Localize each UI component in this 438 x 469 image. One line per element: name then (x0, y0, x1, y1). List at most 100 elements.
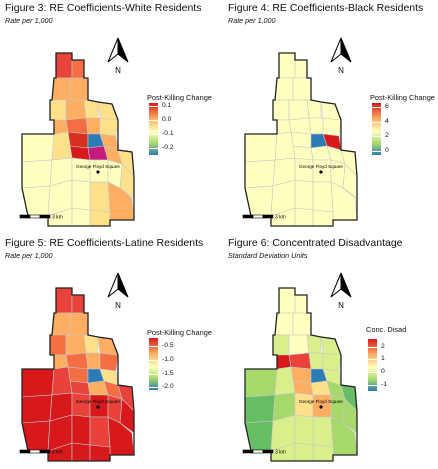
legend-tick-mark (149, 119, 158, 121)
legend-tick-label: -0.1 (162, 129, 174, 137)
map-region-c4 (322, 352, 342, 372)
choropleth-map: George Floyd Square 3 km (242, 287, 358, 462)
north-arrow-label: N (338, 66, 344, 75)
legend-tick-mark (149, 346, 158, 348)
map-region-c2 (288, 352, 312, 370)
map-region-fw2 (21, 394, 53, 424)
map-region-c4 (99, 117, 119, 137)
map-region-w2 (65, 334, 87, 356)
map-region-s6 (89, 416, 111, 448)
legend-title: Post-Killing Change (370, 93, 435, 102)
figure-6-panel: Figure 6: Concentrated Disadvantage Stand… (223, 235, 438, 469)
george-floyd-square-marker (96, 170, 100, 174)
city-boundary (244, 287, 358, 462)
map-region-s10 (312, 209, 334, 227)
map-region-s1 (71, 392, 91, 418)
legend-tick-label: 2 (381, 342, 385, 350)
city-boundary (21, 287, 135, 462)
map-region-n3 (274, 312, 294, 336)
figure-subtitle: Standard Deviation Units (228, 251, 308, 260)
map-region-w1 (49, 99, 67, 121)
map-region-c1 (276, 119, 292, 135)
map-region-s5 (294, 179, 314, 211)
map-region-w3 (306, 99, 322, 119)
legend-tick-mark (149, 105, 158, 107)
legend-tick-mark (368, 384, 377, 386)
legend-tick-mark (149, 387, 158, 389)
george-floyd-square-label: George Floyd Square (76, 164, 120, 169)
legend-tick-label: 6 (385, 102, 389, 110)
map-region-d1 (67, 131, 89, 149)
map-region-s5 (71, 414, 91, 446)
map-region-fw1 (244, 133, 278, 163)
figure-3-panel: Figure 3: RE Coefficients-White Resident… (0, 0, 219, 234)
map-region-s5 (71, 179, 91, 211)
legend-tick-mark (149, 133, 158, 135)
george-floyd-square-marker (319, 170, 323, 174)
legend-tick-label: -0.2 (162, 143, 174, 151)
map-region-c1 (53, 354, 69, 370)
map-region-fw3 (21, 185, 51, 217)
map-region-c2 (288, 117, 312, 135)
map-region-n3 (274, 77, 294, 101)
legend-tick-label: 1 (381, 355, 385, 363)
map-region-fw1 (244, 368, 278, 398)
map-region-d1 (67, 366, 89, 384)
map-region-fw1 (21, 133, 55, 163)
legend-tick-label: 4 (385, 117, 389, 125)
legend-tick-mark (149, 147, 158, 149)
map-region-w3 (306, 334, 322, 354)
scale-bar-label: 3 km (52, 450, 63, 456)
scale-bar: 3 km (242, 215, 286, 221)
figure-subtitle: Rate per 1,000 (5, 16, 53, 25)
legend-colorbar (368, 339, 377, 391)
legend-tick-label: -1 (381, 380, 388, 388)
legend-tick-label: 0 (385, 147, 389, 155)
map-region-n4 (292, 312, 312, 336)
choropleth-map: George Floyd Square 3 km (19, 287, 135, 462)
map-region-fw3 (244, 420, 274, 452)
map-region-s6 (312, 416, 334, 448)
map-region-s1 (294, 157, 314, 183)
map-region-n4 (69, 312, 89, 336)
map-region-n2 (71, 59, 85, 79)
map-region-d1 (290, 366, 312, 384)
map-region-n3 (51, 77, 71, 101)
figure-5-panel: Figure 5: RE Coefficients-Latine Residen… (0, 235, 219, 469)
scale-bar: 3 km (19, 450, 63, 456)
legend-title: Post-Killing Change (147, 93, 212, 102)
map-region-w2 (65, 99, 87, 121)
legend-tick-label: -0.5 (162, 342, 174, 350)
map-region-n1 (278, 52, 296, 79)
legend-tick-label: 2 (385, 132, 389, 140)
city-boundary (21, 52, 135, 227)
legend-tick-label: -1.5 (162, 369, 174, 377)
legend-tick-mark (372, 106, 381, 108)
map-region-fw3 (244, 185, 274, 217)
map-region-s6 (312, 181, 334, 213)
scale-bar-label: 3 km (275, 215, 286, 221)
map-region-c4 (322, 117, 342, 137)
map-region-fw2 (244, 394, 276, 424)
map-region-n4 (69, 77, 89, 101)
legend-tick-label: 0.0 (162, 115, 172, 123)
map-region-s9 (294, 207, 314, 227)
map-region-w1 (272, 99, 290, 121)
map-region-s9 (71, 207, 91, 227)
map-region-c1 (53, 119, 69, 135)
map-region-fw1 (21, 368, 55, 398)
map-region-s1 (294, 392, 314, 418)
map-region-s9 (71, 442, 91, 462)
map-region-n2 (294, 59, 308, 79)
scale-bar: 3 km (242, 450, 286, 456)
legend-tick-mark (368, 346, 377, 348)
map-region-s10 (89, 209, 111, 227)
george-floyd-square-marker (319, 405, 323, 409)
map-region-w3 (83, 99, 99, 119)
map-region-c3 (308, 352, 324, 370)
map-region-n2 (294, 294, 308, 314)
map-region-s10 (312, 444, 334, 462)
figure-subtitle: Rate per 1,000 (228, 16, 276, 25)
map-region-c2 (65, 117, 89, 135)
map-region-n2 (71, 294, 85, 314)
